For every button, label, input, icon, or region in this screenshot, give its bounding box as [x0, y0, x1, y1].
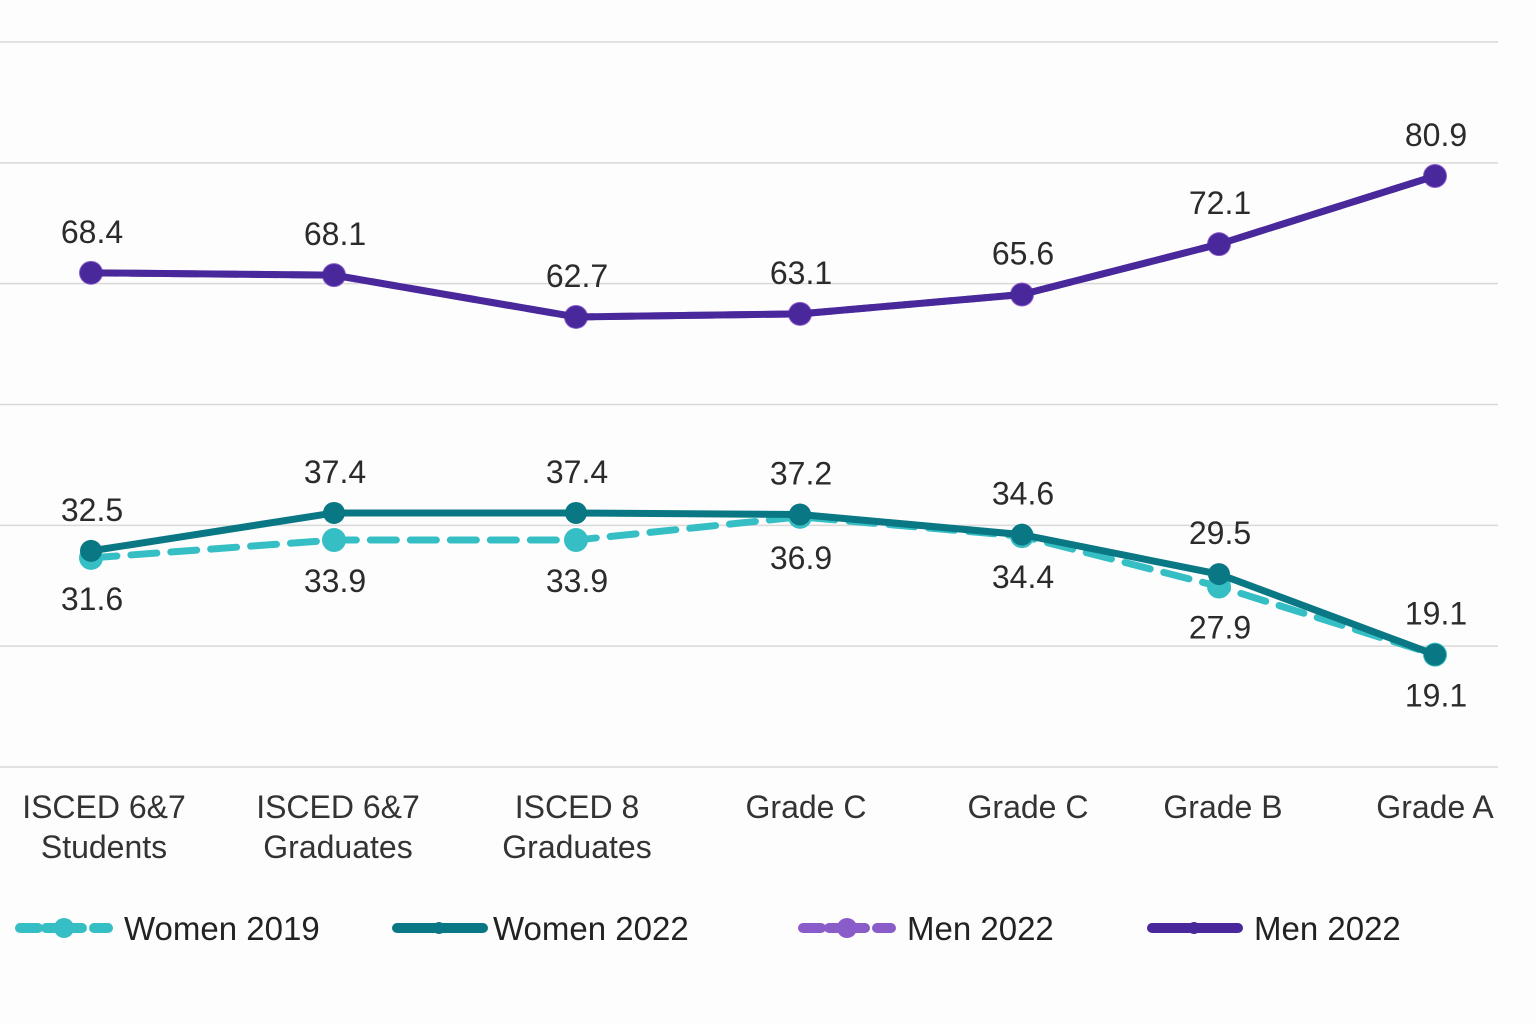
data-point: [1424, 165, 1446, 188]
legend-label: Women 2019: [124, 910, 320, 947]
legend-label: Women 2022: [493, 910, 689, 947]
data-point: [1208, 233, 1230, 256]
data-label: 33.9: [546, 563, 608, 599]
data-point: [1424, 643, 1446, 666]
data-label: 65.6: [992, 236, 1054, 272]
data-label: 29.5: [1189, 515, 1251, 551]
x-tick-label: Grade A: [1376, 789, 1494, 825]
data-label: 33.9: [304, 563, 366, 599]
data-label: 62.7: [546, 258, 608, 294]
data-label: 80.9: [1405, 117, 1467, 153]
x-tick-label: ISCED 8 Graduates: [502, 789, 651, 865]
data-label: 27.9: [1189, 610, 1251, 646]
data-label: 19.1: [1405, 596, 1467, 632]
data-point: [1011, 523, 1033, 546]
data-label: 34.4: [992, 559, 1054, 595]
legend-marker: [1188, 922, 1200, 934]
data-label: 37.2: [770, 455, 832, 491]
data-label: 68.4: [61, 214, 123, 250]
data-label: 37.4: [546, 454, 608, 490]
legend-label: Men 2022: [907, 910, 1054, 947]
legend-marker: [433, 922, 445, 934]
x-tick-label: ISCED 6&7 Students: [22, 789, 186, 865]
data-point: [565, 501, 587, 524]
data-label: 68.1: [304, 216, 366, 252]
series-lines: [79, 164, 1447, 667]
data-label: 37.4: [304, 454, 366, 490]
series-women-2022: [80, 501, 1446, 666]
data-point: [323, 264, 345, 287]
data-point: [789, 302, 811, 325]
data-point: [322, 528, 346, 553]
data-point: [565, 305, 587, 328]
data-label: 31.6: [61, 581, 123, 617]
data-point: [323, 501, 345, 524]
x-tick-label: Grade B: [1163, 789, 1282, 825]
data-label: 19.1: [1405, 678, 1467, 714]
data-label: 63.1: [770, 255, 832, 291]
data-label: 36.9: [770, 540, 832, 576]
data-point: [80, 539, 102, 562]
data-point: [1208, 563, 1230, 586]
gridlines: [0, 41, 1498, 768]
data-label: 34.6: [992, 476, 1054, 512]
legend: Women 2019 Women 2022 Men 2022 Men 2022: [15, 910, 1401, 947]
legend-item: Men 2022: [798, 910, 1054, 947]
legend-item: Women 2022: [392, 910, 689, 947]
series-men-2022: [80, 165, 1446, 328]
x-tick-label: Grade C: [968, 789, 1089, 825]
data-point: [1011, 283, 1033, 306]
x-tick-label: Grade C: [746, 789, 867, 825]
x-axis-ticks: ISCED 6&7 Students ISCED 6&7 Graduates ISCED…: [22, 789, 1494, 865]
data-point: [789, 503, 811, 526]
data-label: 32.5: [61, 492, 123, 528]
legend-item: Women 2019: [15, 910, 320, 947]
data-point: [564, 528, 588, 553]
legend-label: Men 2022: [1254, 910, 1401, 947]
data-point: [80, 261, 102, 284]
legend-item: Men 2022: [1147, 910, 1401, 947]
data-labels: 31.6 33.9 33.9 36.9 34.4 27.9 19.1 32.5 37.4 37.4…: [61, 117, 1467, 714]
data-label: 72.1: [1189, 185, 1251, 221]
x-tick-label: ISCED 6&7 Graduates: [256, 789, 420, 865]
